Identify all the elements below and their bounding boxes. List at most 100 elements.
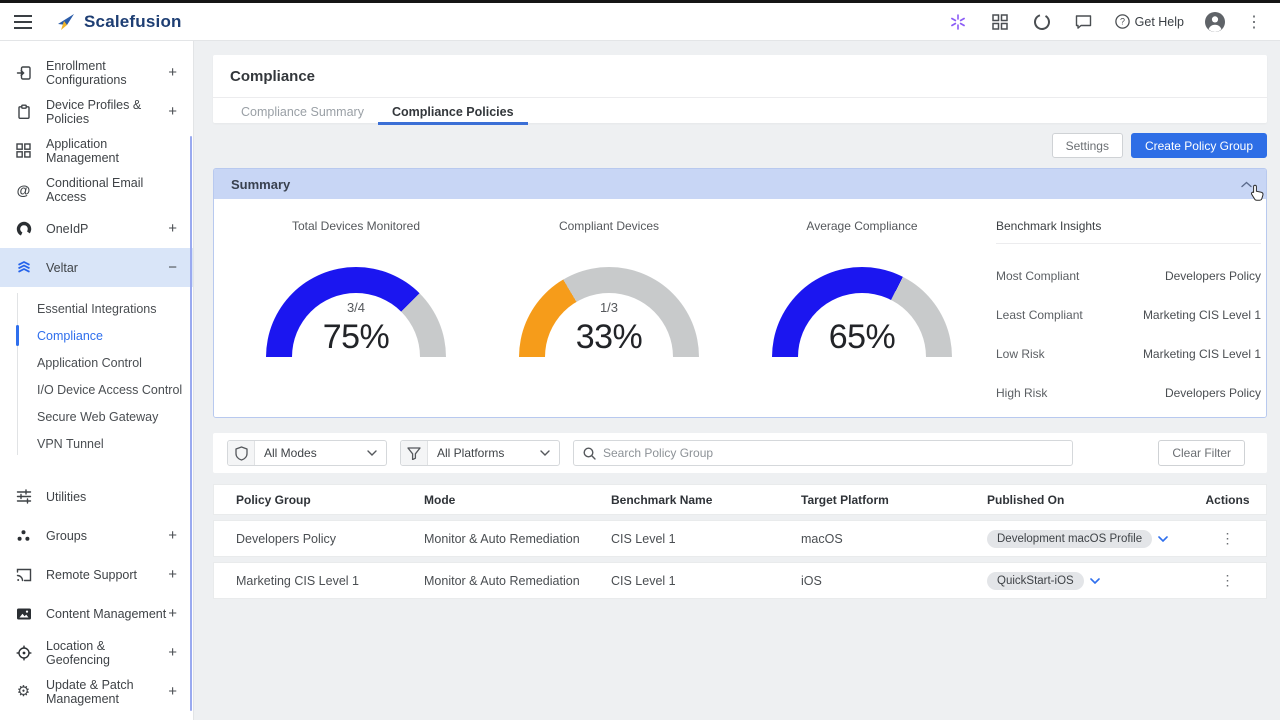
published-profile-pill[interactable]: QuickStart-iOS [987, 572, 1084, 590]
sidebar-item-label: Application Management [46, 137, 177, 165]
sidebar-item-content-management[interactable]: Content Management + [0, 594, 193, 633]
veltar-layers-icon [15, 260, 32, 275]
sidebar-item-label: Location & Geofencing [46, 639, 168, 667]
platform-filter-dropdown[interactable]: All Platforms [400, 440, 560, 466]
topbar-overflow-menu-icon[interactable]: ⋮ [1246, 12, 1262, 32]
collapse-chevron-up-icon[interactable] [1241, 181, 1252, 188]
submenu-item-application-control[interactable]: Application Control [0, 349, 193, 376]
expand-icon[interactable]: + [168, 527, 177, 544]
sidebar-item-application-management[interactable]: Application Management [0, 131, 193, 170]
summary-title: Summary [231, 177, 290, 192]
chevron-down-icon[interactable] [1090, 578, 1100, 584]
sidebar-item-location-geofencing[interactable]: Location & Geofencing + [0, 633, 193, 672]
funnel-filter-icon [401, 441, 428, 465]
benchmark-insights: Benchmark Insights Most Compliant Develo… [996, 199, 1261, 400]
enrollment-icon [15, 65, 32, 81]
sidebar-item-label: Conditional Email Access [46, 176, 177, 204]
at-sign-icon: @ [15, 183, 32, 197]
scalefusion-logo[interactable]: Scalefusion [55, 11, 182, 33]
submenu-item-secure-web-gateway[interactable]: Secure Web Gateway [0, 403, 193, 430]
clipboard-icon [15, 104, 32, 120]
clear-filter-button[interactable]: Clear Filter [1158, 440, 1245, 466]
sidebar-item-label: Device Profiles & Policies [46, 98, 168, 126]
gauge-percent: 65% [772, 318, 952, 357]
cell-benchmark: CIS Level 1 [611, 532, 801, 546]
brand-name: Scalefusion [84, 12, 182, 32]
expand-icon[interactable]: + [168, 644, 177, 661]
sidebar-item-device-profiles[interactable]: Device Profiles & Policies + [0, 92, 193, 131]
hamburger-menu-icon[interactable] [9, 8, 37, 36]
settings-button[interactable]: Settings [1052, 133, 1123, 158]
submenu-item-compliance[interactable]: Compliance [0, 322, 193, 349]
create-policy-group-button[interactable]: Create Policy Group [1131, 133, 1267, 158]
page-header-card: Compliance Compliance Summary Compliance… [213, 55, 1267, 123]
sidebar-item-groups[interactable]: Groups + [0, 516, 193, 555]
cell-mode: Monitor & Auto Remediation [424, 574, 611, 588]
sliders-icon [15, 489, 32, 504]
cell-benchmark: CIS Level 1 [611, 574, 801, 588]
table-row-marketing-cis[interactable]: Marketing CIS Level 1 Monitor & Auto Rem… [213, 562, 1267, 599]
svg-text:?: ? [1120, 17, 1125, 27]
gear-icon: ⚙ [15, 684, 32, 699]
gauge-average-compliance: Average Compliance 65% [742, 199, 982, 357]
feedback-chat-icon[interactable] [1073, 11, 1095, 33]
gauge-compliant-devices: Compliant Devices 1/3 33% [489, 199, 729, 357]
account-avatar[interactable] [1204, 11, 1226, 33]
expand-icon[interactable]: + [168, 64, 177, 81]
veltar-submenu: Essential Integrations Compliance Applic… [0, 287, 193, 467]
published-profile-pill[interactable]: Development macOS Profile [987, 530, 1152, 548]
gauge-title: Compliant Devices [489, 219, 729, 233]
submenu-item-essential-integrations[interactable]: Essential Integrations [0, 295, 193, 322]
chevron-down-icon[interactable] [1158, 536, 1168, 542]
sidebar-item-veltar[interactable]: Veltar − [0, 248, 193, 287]
ai-assistant-icon[interactable] [947, 11, 969, 33]
column-header-target-platform: Target Platform [801, 493, 987, 507]
column-header-actions: Actions [1199, 493, 1266, 507]
sidebar-item-label: Veltar [46, 261, 78, 275]
platform-filter-value: All Platforms [428, 446, 504, 460]
insight-row: Most Compliant Developers Policy [996, 269, 1261, 283]
expand-icon[interactable]: + [168, 220, 177, 237]
sidebar-item-update-patch-management[interactable]: ⚙ Update & Patch Management + [0, 672, 193, 711]
expand-icon[interactable]: + [168, 103, 177, 120]
scalefusion-logo-icon [55, 11, 77, 33]
expand-icon[interactable]: + [168, 566, 177, 583]
sidebar-item-conditional-email-access[interactable]: @ Conditional Email Access [0, 170, 193, 209]
sidebar-item-enrollment-configurations[interactable]: Enrollment Configurations + [0, 53, 193, 92]
sidebar-item-label: Enrollment Configurations [46, 59, 168, 87]
sync-status-icon[interactable] [1031, 11, 1053, 33]
row-actions-kebab-icon[interactable]: ⋮ [1221, 572, 1235, 588]
collapse-icon[interactable]: − [168, 259, 177, 276]
chevron-down-icon [367, 450, 386, 456]
column-header-mode: Mode [424, 493, 611, 507]
sidebar-item-label: Update & Patch Management [46, 678, 168, 706]
mode-filter-dropdown[interactable]: All Modes [227, 440, 387, 466]
expand-icon[interactable]: + [168, 605, 177, 622]
submenu-item-vpn-tunnel[interactable]: VPN Tunnel [0, 430, 193, 457]
summary-header[interactable]: Summary [214, 169, 1266, 199]
tab-compliance-policies[interactable]: Compliance Policies [378, 98, 528, 125]
get-help-button[interactable]: ? Get Help [1115, 14, 1184, 29]
sidebar-item-remote-support[interactable]: Remote Support + [0, 555, 193, 594]
sidebar-item-utilities[interactable]: Utilities [0, 477, 193, 516]
sidebar-item-oneidp[interactable]: OneIdP + [0, 209, 193, 248]
gauge-chart-average-compliance: 65% [772, 267, 952, 357]
groups-dots-icon [15, 529, 32, 543]
cell-policy-group: Marketing CIS Level 1 [236, 574, 424, 588]
insight-row: Low Risk Marketing CIS Level 1 [996, 347, 1261, 361]
table-row-developers-policy[interactable]: Developers Policy Monitor & Auto Remedia… [213, 520, 1267, 557]
page-title: Compliance [213, 55, 1267, 85]
target-location-icon [15, 645, 32, 661]
tab-compliance-summary[interactable]: Compliance Summary [227, 98, 378, 125]
gauge-fraction: 3/4 [266, 300, 446, 318]
gauge-total-devices: Total Devices Monitored 3/4 75% [236, 199, 476, 357]
expand-icon[interactable]: + [168, 683, 177, 700]
shield-icon [228, 441, 255, 465]
policy-table: Policy Group Mode Benchmark Name Target … [213, 484, 1267, 599]
search-input[interactable] [603, 446, 1072, 460]
submenu-item-io-device-access-control[interactable]: I/O Device Access Control [0, 376, 193, 403]
insight-row: High Risk Developers Policy [996, 386, 1261, 400]
apps-grid-icon[interactable] [989, 11, 1011, 33]
topbar: Scalefusion ? Get Help ⋮ [0, 3, 1280, 41]
row-actions-kebab-icon[interactable]: ⋮ [1221, 530, 1235, 546]
